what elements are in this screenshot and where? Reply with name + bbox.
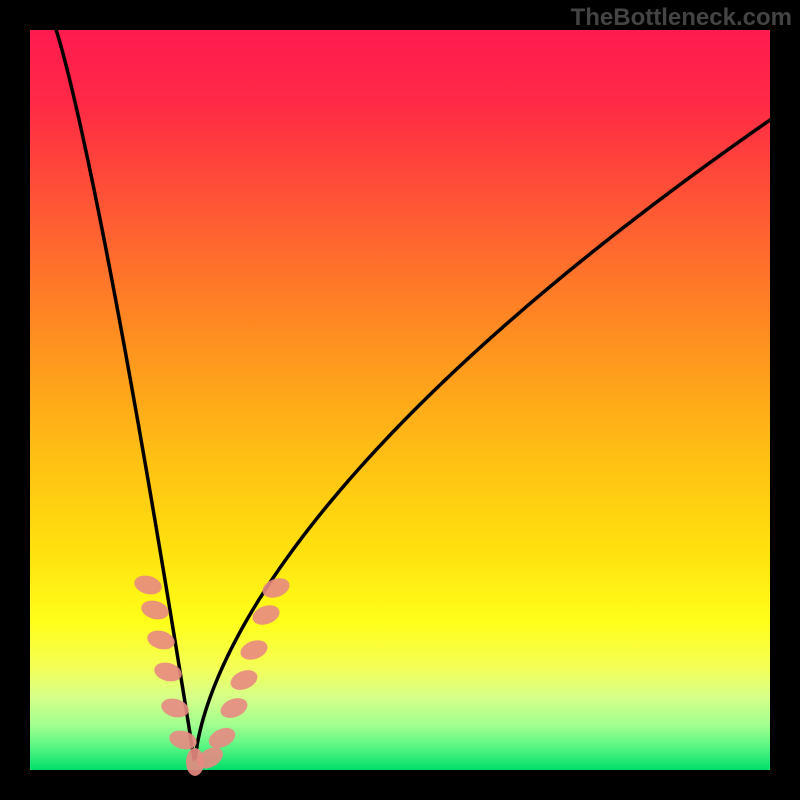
chart-container: TheBottleneck.com — [0, 0, 800, 800]
bottleneck-chart — [0, 0, 800, 800]
plot-background — [30, 30, 770, 770]
watermark-text: TheBottleneck.com — [571, 4, 792, 32]
